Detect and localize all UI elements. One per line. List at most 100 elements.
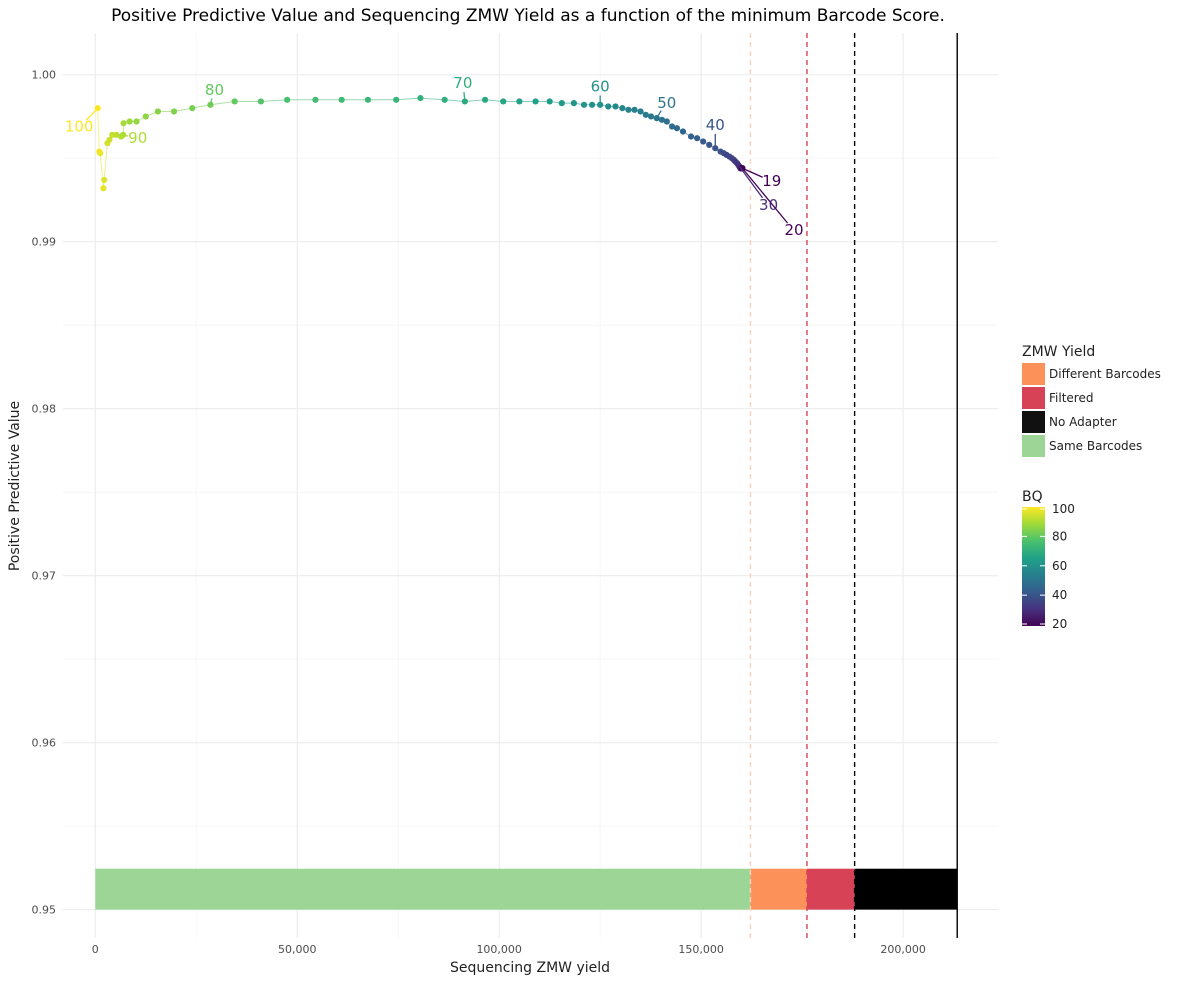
yield-bar-segment xyxy=(854,868,958,910)
ppv-point xyxy=(679,128,687,135)
ppv-point xyxy=(364,96,372,103)
ppv-point xyxy=(393,96,400,103)
x-axis-title: Sequencing ZMW yield xyxy=(450,960,610,976)
ppv-point xyxy=(338,96,345,103)
x-tick-label: 0 xyxy=(92,943,99,956)
y-tick-label: 0.98 xyxy=(32,403,57,416)
ppv-point xyxy=(231,98,238,105)
ppv-point xyxy=(133,118,140,125)
legend-bq-tick-label: 40 xyxy=(1052,588,1067,602)
ppv-point xyxy=(631,106,638,113)
ppv-point xyxy=(100,185,107,192)
ppv-curve-segment xyxy=(464,99,486,102)
chart-title: Positive Predictive Value and Sequencing… xyxy=(111,6,945,26)
bq-label-leader xyxy=(463,91,466,102)
ppv-curve-segment xyxy=(420,97,445,101)
ppv-point xyxy=(625,106,632,113)
legend-bq-title: BQ xyxy=(1022,489,1043,505)
ppv-point xyxy=(706,141,713,148)
bq-label: 19 xyxy=(762,172,781,190)
ppv-point xyxy=(700,138,707,145)
yield-bar-segment xyxy=(806,868,855,910)
y-axis-title: Positive Predictive Value xyxy=(7,401,23,571)
ppv-curve-segment xyxy=(103,143,108,180)
x-tick-label: 200,000 xyxy=(880,943,926,956)
ppv-point xyxy=(546,98,553,105)
bq-label-leader xyxy=(741,167,789,224)
bq-labels: 100 90 80 70 60 50 40 19 30 20 xyxy=(65,74,804,239)
y-tick-label: 0.99 xyxy=(32,236,57,249)
bq-label: 100 xyxy=(65,118,94,136)
ppv-point xyxy=(558,100,565,107)
ppv-point xyxy=(619,105,626,112)
legend-zmw-label: Filtered xyxy=(1049,391,1093,405)
ppv-point xyxy=(126,118,133,125)
bq-label: 20 xyxy=(784,221,803,239)
y-axis-ticks: 0.95 0.96 0.97 0.98 0.99 1.00 xyxy=(32,69,57,917)
ppv-point xyxy=(668,123,676,130)
y-tick-label: 0.97 xyxy=(32,570,57,583)
ppv-point xyxy=(532,98,539,105)
bq-label: 90 xyxy=(128,129,147,147)
legend-zmw-swatch xyxy=(1022,363,1045,385)
ppv-point xyxy=(637,108,644,115)
ppv-point xyxy=(605,103,612,110)
legend-bq-tick-label: 80 xyxy=(1052,529,1067,543)
bq-label: 40 xyxy=(706,116,725,134)
ppv-point xyxy=(189,105,196,112)
legend-zmw-title: ZMW Yield xyxy=(1022,344,1095,360)
bq-label-leader xyxy=(123,134,129,137)
legend-zmw-label: Same Barcodes xyxy=(1049,439,1142,453)
x-axis-ticks: 0 50,000 100,000 150,000 200,000 xyxy=(92,943,926,956)
ppv-point xyxy=(658,116,666,123)
ppv-point xyxy=(694,135,701,142)
grid-minor xyxy=(63,33,998,938)
plot-panel: 100 90 80 70 60 50 40 19 30 20 xyxy=(63,33,998,938)
bq-label: 50 xyxy=(657,94,676,112)
legend-bq-tick-label: 60 xyxy=(1052,559,1067,573)
legend-zmw-swatch xyxy=(1022,411,1045,433)
ppv-point xyxy=(142,113,149,120)
ppv-point xyxy=(570,100,578,107)
ppv-point xyxy=(97,150,104,157)
ppv-point xyxy=(284,96,291,103)
legend-zmw-label: Different Barcodes xyxy=(1049,367,1161,381)
ppv-point xyxy=(417,95,424,102)
ppv-points xyxy=(94,95,746,192)
legend-bq-tick-label: 100 xyxy=(1052,502,1075,516)
y-tick-label: 1.00 xyxy=(32,69,57,82)
ppv-point xyxy=(154,108,162,115)
ppv-point xyxy=(673,125,681,132)
ppv-curve-segment xyxy=(396,97,421,101)
legend-bq: BQ 100 80 60 40 20 xyxy=(1022,489,1075,631)
ppv-point xyxy=(588,101,596,108)
ppv-point xyxy=(113,131,120,138)
ppv-point xyxy=(170,108,178,115)
ppv-point xyxy=(312,96,319,103)
bq-label: 70 xyxy=(453,74,472,92)
y-tick-label: 0.95 xyxy=(32,904,57,917)
ppv-point xyxy=(101,176,108,184)
legend-zmw-swatch xyxy=(1022,387,1045,409)
ppv-point xyxy=(500,98,507,105)
ppv-point xyxy=(516,98,523,105)
zmw-yield-bar xyxy=(95,868,958,910)
bq-label: 60 xyxy=(591,77,610,95)
bq-label-leader xyxy=(656,110,662,119)
ppv-curve xyxy=(97,97,743,189)
bq-label-leader xyxy=(85,107,99,121)
legend-zmw-items: Different Barcodes Filtered No Adapter Same… xyxy=(1022,363,1161,457)
legend-bq-tick-label: 20 xyxy=(1052,617,1067,631)
ppv-point xyxy=(647,113,655,120)
ppv-point xyxy=(257,98,265,105)
ppv-point xyxy=(642,111,649,118)
yield-bar-segment xyxy=(95,868,751,910)
yield-bar-segment xyxy=(750,868,807,910)
legend-bq-ticks: 100 80 60 40 20 xyxy=(1022,502,1075,631)
yield-threshold-lines xyxy=(749,33,958,938)
ppv-curve-segment xyxy=(210,100,235,106)
ppv-point xyxy=(120,120,127,127)
ppv-curve-segment xyxy=(97,108,100,152)
ppv-curve-segment xyxy=(260,99,288,102)
ppv-point xyxy=(612,103,619,110)
